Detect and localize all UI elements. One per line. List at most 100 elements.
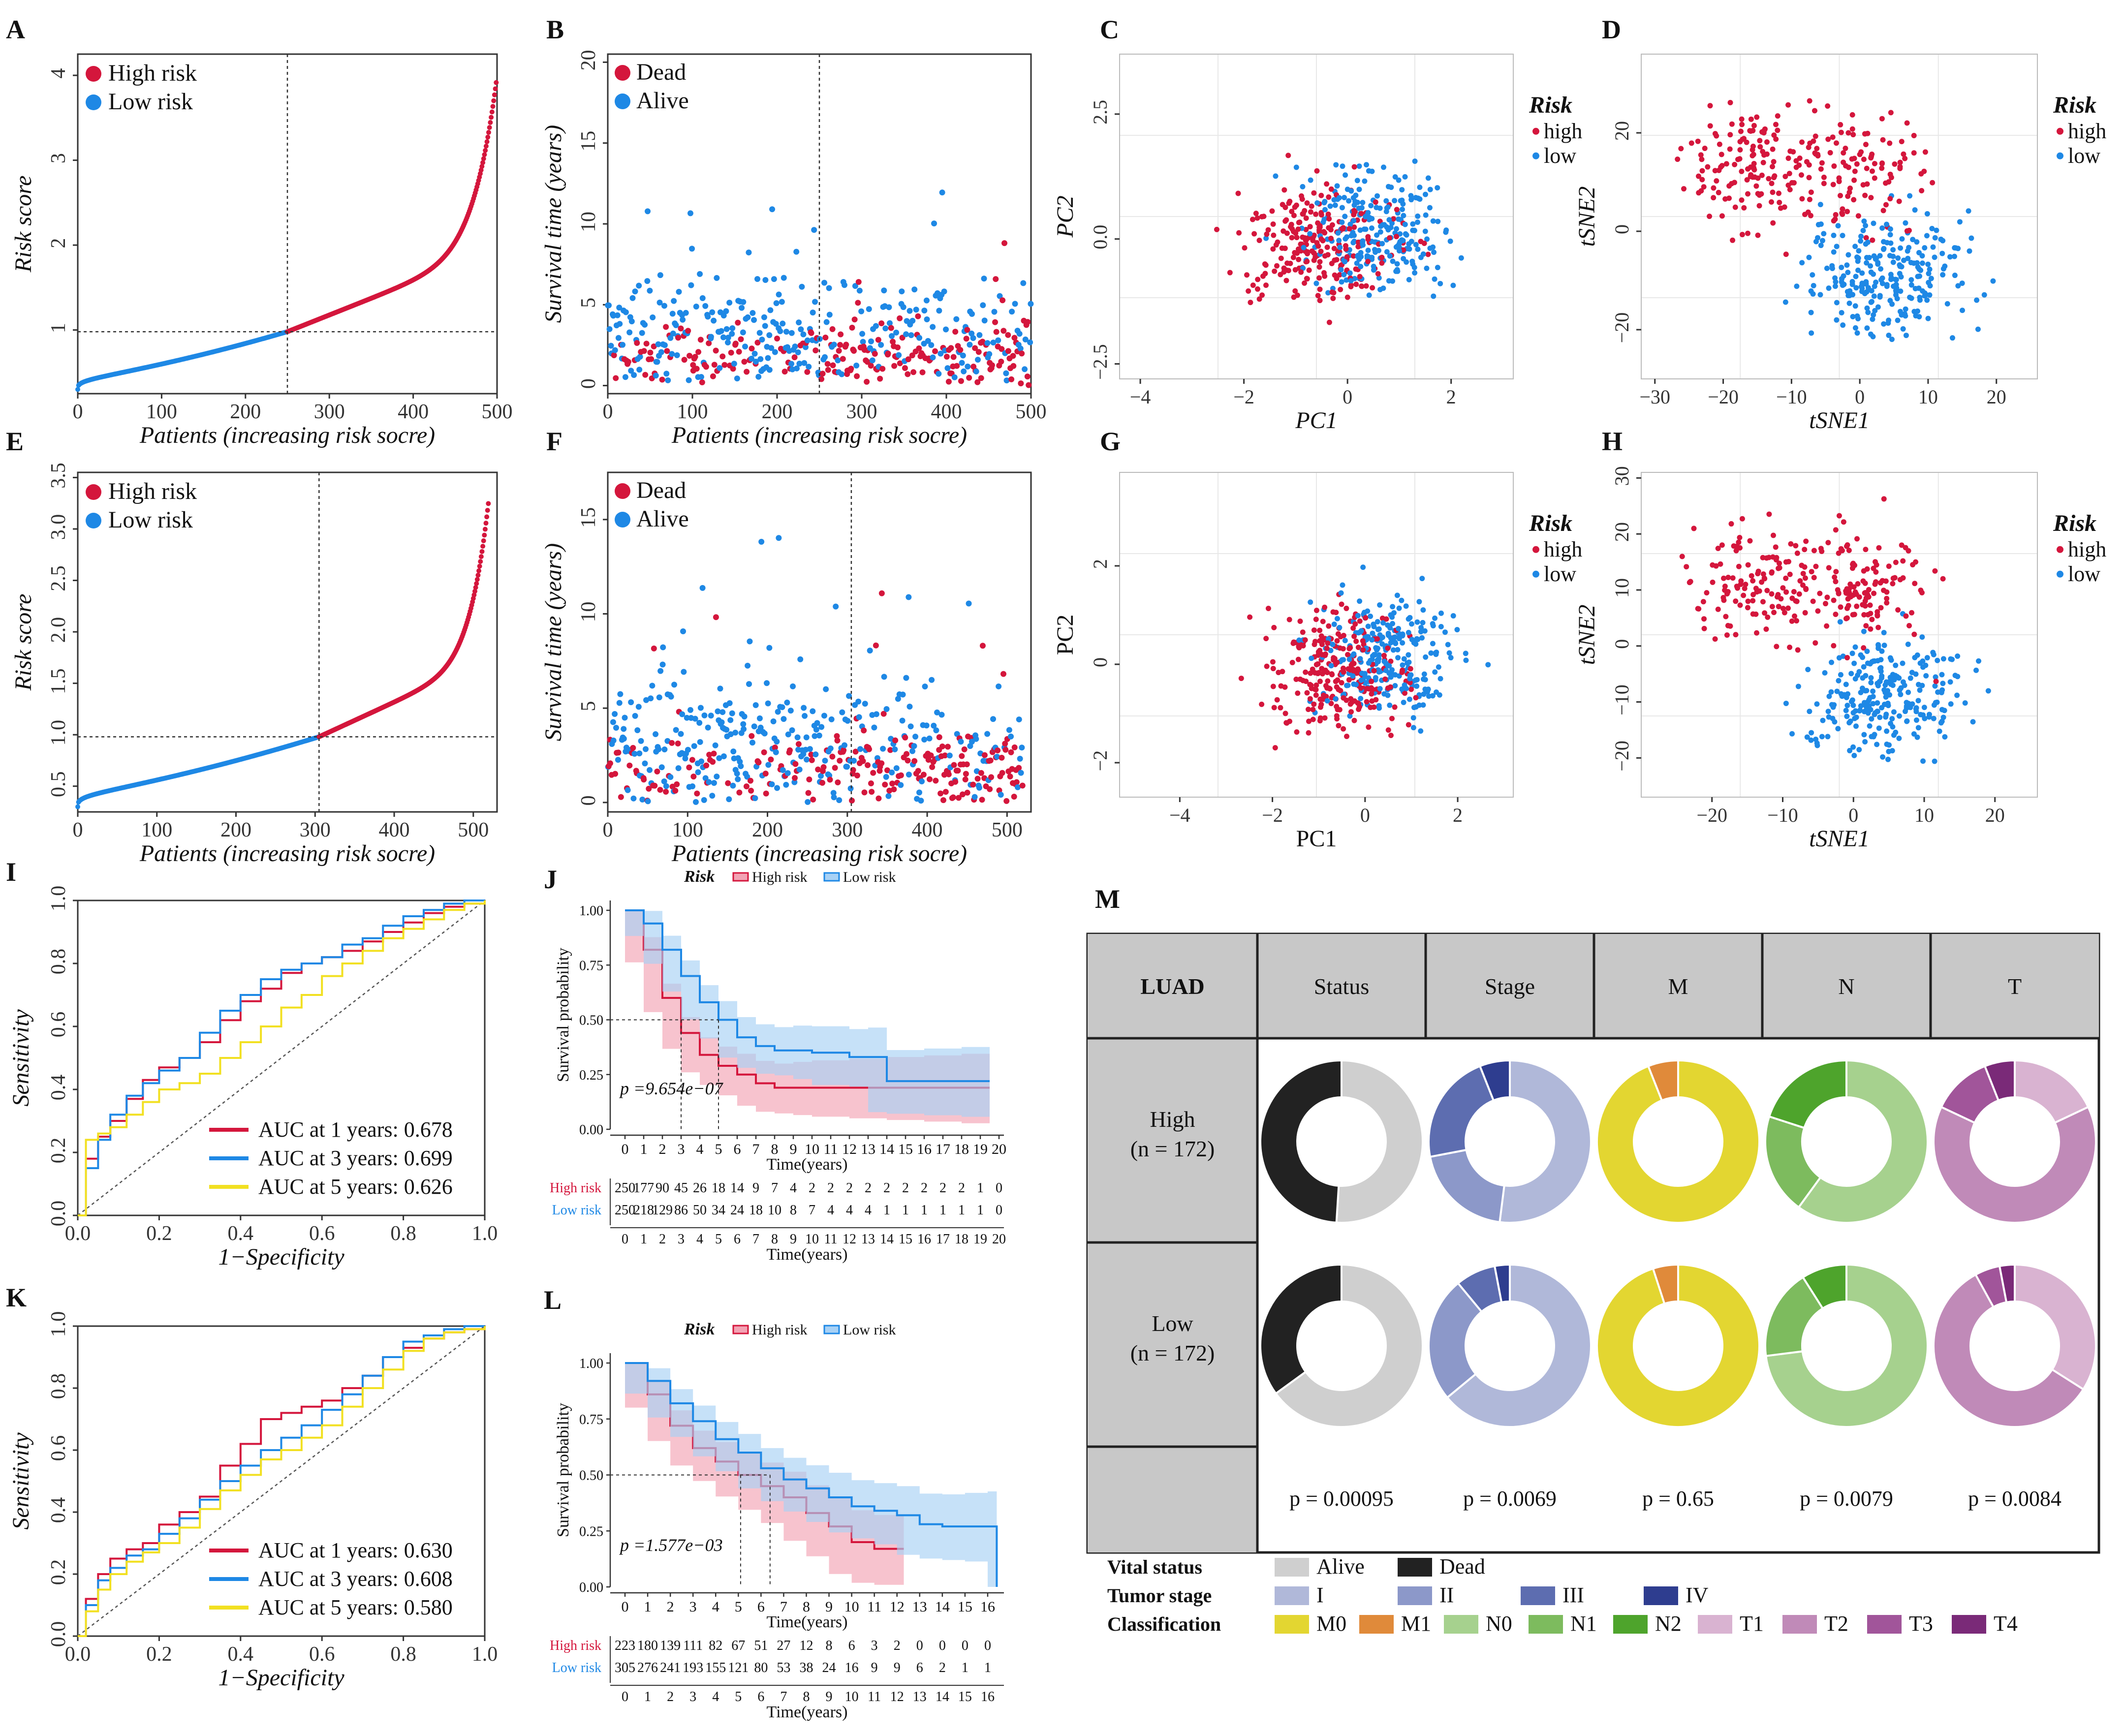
- data-point: [1406, 616, 1411, 622]
- data-point: [728, 349, 734, 356]
- data-point: [1308, 599, 1313, 605]
- x-tick-label: 2: [659, 1141, 666, 1157]
- data-point: [1942, 263, 1948, 269]
- x-tick-label: 18: [954, 1141, 969, 1157]
- data-point: [1308, 177, 1313, 183]
- data-point: [785, 731, 791, 738]
- data-point: [474, 581, 479, 586]
- data-point: [1347, 221, 1353, 227]
- data-point: [1330, 295, 1336, 301]
- data-point: [1862, 192, 1868, 198]
- data-point: [1777, 565, 1782, 571]
- data-point: [1873, 579, 1879, 585]
- data-point: [1359, 670, 1365, 676]
- x-tick-label: 0.0: [65, 1222, 91, 1245]
- data-point: [1948, 701, 1954, 707]
- data-point: [1425, 175, 1431, 181]
- data-point: [701, 797, 707, 803]
- data-point: [1380, 285, 1386, 291]
- data-point: [1814, 701, 1820, 707]
- data-point: [1864, 305, 1870, 311]
- data-point: [1273, 173, 1279, 179]
- data-point: [786, 747, 793, 753]
- data-point: [1295, 690, 1301, 696]
- m-legend-swatch: [1275, 1615, 1309, 1634]
- plot-frame: [607, 471, 1032, 813]
- data-point: [807, 746, 813, 752]
- data-point: [800, 751, 807, 757]
- x-tick-label: 19: [973, 1141, 988, 1157]
- data-point: [810, 708, 816, 714]
- data-point: [471, 592, 477, 598]
- data-point: [1890, 724, 1896, 730]
- legend-marker: [1532, 127, 1539, 135]
- data-point: [974, 379, 981, 385]
- x-axis-title: Patients (increasing risk socre): [671, 422, 967, 448]
- data-point: [1371, 704, 1377, 710]
- data-point: [491, 98, 497, 103]
- m-legend-label: N2: [1655, 1612, 1682, 1636]
- legend-label: Low risk: [843, 1322, 896, 1338]
- donut-slice: [1428, 1282, 1483, 1399]
- risk-table-value: 4: [827, 1203, 834, 1218]
- data-point: [749, 345, 755, 352]
- data-point: [628, 318, 635, 325]
- data-point: [1318, 633, 1324, 639]
- x-tick-label: 7: [780, 1599, 787, 1615]
- legend-title: Risk: [1529, 510, 1572, 536]
- data-point: [1949, 335, 1955, 341]
- m-legend-label: T1: [1740, 1612, 1764, 1636]
- data-point: [1394, 234, 1400, 240]
- data-point: [1375, 271, 1381, 277]
- data-point: [1351, 224, 1357, 230]
- data-point: [1003, 377, 1010, 384]
- data-point: [1009, 309, 1015, 315]
- x-tick-label: 20: [1987, 386, 2006, 408]
- y-tick-label: 1.0: [47, 886, 70, 912]
- data-point: [1875, 304, 1881, 310]
- donut-slice: [1801, 1263, 1847, 1310]
- data-point: [1416, 599, 1422, 605]
- data-point: [1330, 642, 1336, 648]
- data-point: [951, 374, 958, 380]
- data-point: [1344, 733, 1350, 739]
- data-point: [1400, 633, 1406, 639]
- data-point: [873, 642, 879, 649]
- x-tick-label: 2: [1446, 386, 1456, 408]
- data-point: [642, 321, 648, 328]
- data-point: [1748, 174, 1753, 180]
- data-point: [1863, 235, 1869, 241]
- x-tick-label: 16: [980, 1599, 995, 1615]
- data-point: [1929, 226, 1935, 232]
- data-point: [485, 134, 491, 140]
- data-point: [1430, 218, 1436, 224]
- data-point: [1795, 683, 1801, 689]
- data-point: [1854, 536, 1860, 542]
- data-point: [714, 774, 720, 780]
- risk-table-value: 193: [683, 1660, 703, 1675]
- data-point: [1339, 601, 1344, 607]
- data-point: [1770, 146, 1776, 152]
- data-point: [702, 303, 709, 309]
- data-point: [631, 372, 637, 378]
- data-point: [486, 130, 491, 135]
- data-point: [705, 313, 711, 320]
- data-point: [1334, 716, 1340, 722]
- data-point: [1431, 293, 1437, 299]
- data-point: [1314, 168, 1320, 174]
- data-point: [916, 345, 922, 351]
- y-tick-label: 1.0: [47, 1311, 70, 1337]
- data-point: [1733, 548, 1739, 554]
- data-point: [1829, 659, 1835, 665]
- data-point: [832, 765, 838, 771]
- risk-table-value: 276: [637, 1660, 658, 1675]
- data-point: [1355, 244, 1361, 249]
- data-point: [1975, 326, 1981, 332]
- x-tick-label: 100: [141, 819, 172, 841]
- data-point: [1919, 634, 1925, 640]
- data-point: [1346, 198, 1352, 204]
- x-tick-label: 100: [146, 401, 177, 423]
- data-point: [654, 768, 660, 775]
- data-point: [1325, 211, 1331, 217]
- risk-table-title: Time(years): [767, 1245, 848, 1264]
